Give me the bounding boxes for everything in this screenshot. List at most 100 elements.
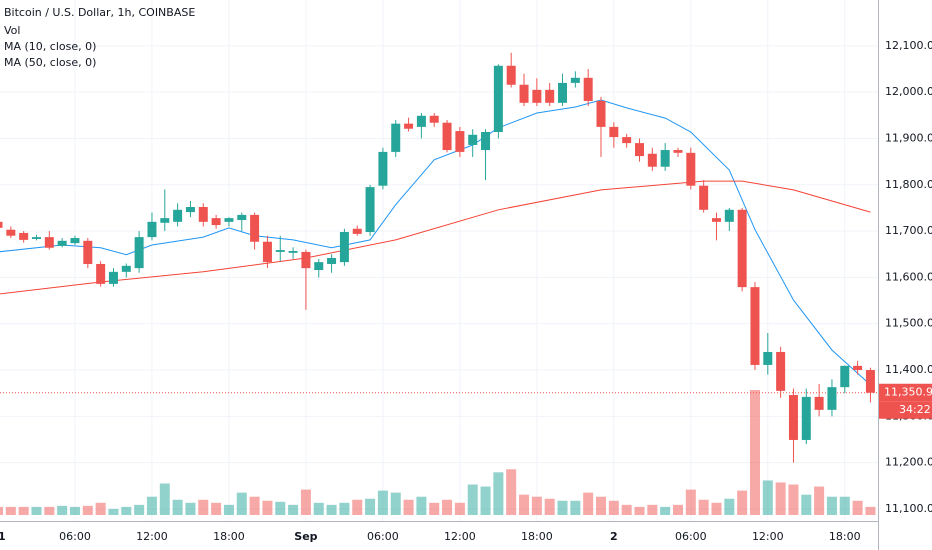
candle-body <box>776 351 786 391</box>
last-price-label: 11,350.94 <box>884 386 932 399</box>
candle-body <box>506 65 516 85</box>
candle-body <box>327 257 337 264</box>
candle-body <box>108 271 118 284</box>
candle-body <box>699 185 709 210</box>
volume-bar <box>377 490 388 515</box>
volume-bar <box>352 499 363 515</box>
candle-body <box>6 229 16 236</box>
volume-bar <box>108 508 119 515</box>
volume-bar <box>583 492 594 515</box>
candle-body <box>596 100 606 127</box>
x-tick-label: 06:00 <box>59 530 91 543</box>
y-tick-label: 11,800.00 <box>885 178 932 191</box>
volume-bar <box>0 506 3 515</box>
volume-bar <box>506 469 517 515</box>
candle-body <box>853 365 863 371</box>
candle-body <box>57 240 67 246</box>
volume-bar <box>44 506 55 515</box>
x-tick-label: 12:00 <box>444 530 476 543</box>
candle-body <box>160 218 170 223</box>
candle-body <box>391 123 401 152</box>
y-tick-label: 11,600.00 <box>885 270 932 283</box>
volume-bar <box>826 496 837 515</box>
volume-bar <box>313 502 324 515</box>
volume-bar <box>467 484 478 515</box>
candle-body <box>173 209 183 222</box>
candle-body <box>840 365 850 388</box>
volume-bar <box>762 480 773 515</box>
candle-body <box>185 207 195 213</box>
volume-bar <box>480 486 491 515</box>
x-tick-label: 12:00 <box>752 530 784 543</box>
volume-bar <box>134 504 145 515</box>
chart-title: Bitcoin / U.S. Dollar, 1h, COINBASE <box>4 6 195 19</box>
candle-body <box>314 262 324 270</box>
volume-bar <box>159 483 170 515</box>
candle-body <box>0 221 3 228</box>
candle-body <box>865 370 875 393</box>
candle-body <box>121 265 131 272</box>
volume-bar <box>236 492 247 515</box>
candle-body <box>288 251 298 253</box>
volume-bar <box>801 494 812 515</box>
x-tick-label: 18:00 <box>521 530 553 543</box>
candle-body <box>429 115 439 123</box>
volume-bar <box>647 504 658 515</box>
volume-bar <box>711 502 722 515</box>
candle-body <box>442 122 452 151</box>
last-price-box <box>879 383 932 402</box>
candle-body <box>724 209 734 222</box>
volume-bar <box>557 500 568 515</box>
candle-body <box>468 134 478 145</box>
x-tick-label: 12:00 <box>136 530 168 543</box>
candle-body <box>532 89 542 103</box>
candle-body <box>147 221 157 238</box>
candle-body <box>686 152 696 186</box>
candle-body <box>750 287 760 365</box>
volume-bar <box>223 504 234 515</box>
volume-bar <box>685 489 696 515</box>
legend-entry: MA (50, close, 0) <box>4 56 96 69</box>
volume-bar <box>5 506 16 515</box>
candle-body <box>763 351 773 365</box>
candle-body <box>545 89 555 103</box>
volume-bar <box>788 484 799 515</box>
candle-body <box>788 395 798 440</box>
volume-bar <box>429 502 440 515</box>
legend-entry: Vol <box>4 24 20 37</box>
countdown-label: 34:22 <box>899 403 931 416</box>
x-tick-label: 18:00 <box>213 530 245 543</box>
candle-body <box>96 263 106 284</box>
volume-bar <box>326 504 337 515</box>
candle-body <box>558 82 568 103</box>
candle-body <box>198 207 208 222</box>
volume-bar <box>839 496 850 515</box>
volume-bar <box>365 498 376 515</box>
x-tick-label: 31 <box>0 530 6 543</box>
volume-bar <box>300 489 311 515</box>
candle-body <box>19 232 29 240</box>
x-tick-label: 18:00 <box>829 530 861 543</box>
volume-bar <box>172 499 183 515</box>
y-tick-label: 11,500.00 <box>885 317 932 330</box>
y-tick-label: 11,200.00 <box>885 456 932 469</box>
legend-entry: MA (10, close, 0) <box>4 40 96 53</box>
volume-bar <box>339 502 350 515</box>
y-tick-label: 11,900.00 <box>885 131 932 144</box>
candle-body <box>339 232 349 263</box>
volume-bar <box>698 499 709 515</box>
volume-bar <box>288 504 299 515</box>
candle-body <box>416 115 426 127</box>
candle-body <box>827 387 837 410</box>
volume-bar <box>634 506 645 515</box>
x-tick-label: 06:00 <box>675 530 707 543</box>
x-tick-label: 06:00 <box>367 530 399 543</box>
volume-bar <box>262 500 273 515</box>
candle-body <box>570 77 580 83</box>
candle-body <box>275 250 285 252</box>
volume-bar <box>275 501 286 515</box>
volume-bar <box>493 472 504 515</box>
volume-bar <box>608 500 619 515</box>
